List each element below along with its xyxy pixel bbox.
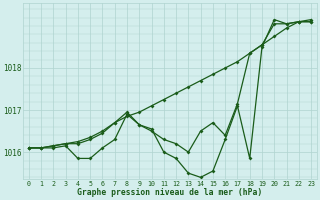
X-axis label: Graphe pression niveau de la mer (hPa): Graphe pression niveau de la mer (hPa) <box>77 188 263 197</box>
